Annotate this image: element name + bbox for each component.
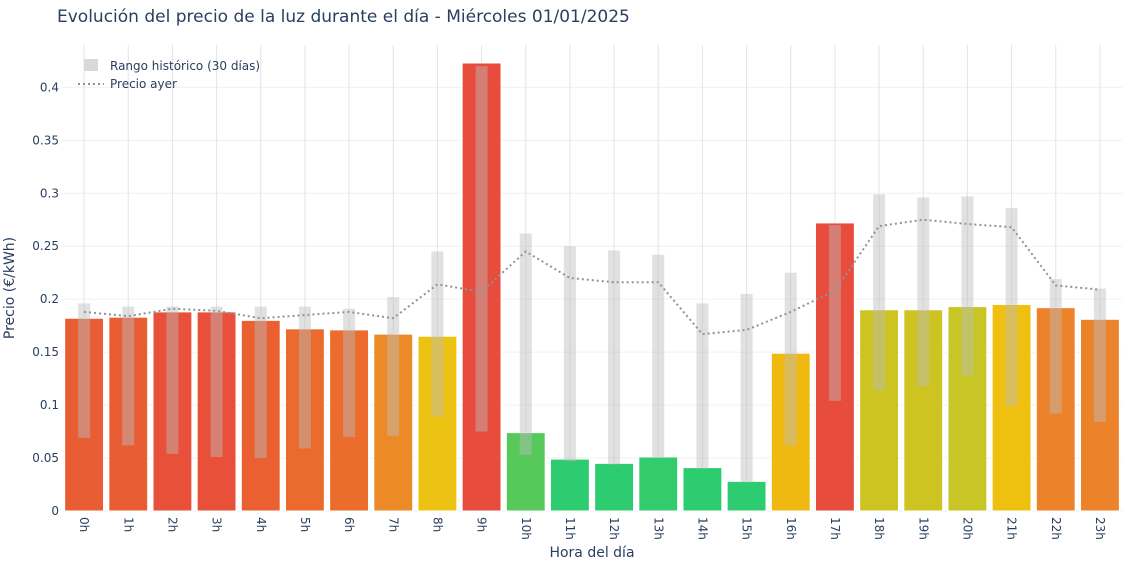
historical-range-bar xyxy=(387,297,400,436)
price-bar xyxy=(505,432,546,512)
x-tick-label: 11h xyxy=(563,517,577,540)
y-tick-label: 0.1 xyxy=(40,398,59,412)
x-tick-label: 22h xyxy=(1049,517,1063,540)
x-tick-label: 16h xyxy=(784,517,798,540)
price-bar xyxy=(594,462,635,512)
historical-range-bar xyxy=(696,303,709,469)
y-tick-label: 0 xyxy=(51,504,59,518)
legend-label-range: Rango histórico (30 días) xyxy=(110,59,260,73)
price-bar xyxy=(549,458,590,512)
x-tick-label: 17h xyxy=(828,517,842,540)
price-bar xyxy=(108,316,149,512)
price-bar xyxy=(152,311,193,512)
x-tick-label: 3h xyxy=(210,517,224,532)
x-tick-label: 12h xyxy=(607,517,621,540)
price-bar xyxy=(903,309,944,512)
historical-range-bar xyxy=(784,272,797,446)
y-tick-label: 0.3 xyxy=(40,186,59,200)
x-tick-label: 13h xyxy=(651,517,665,540)
x-tick-label: 19h xyxy=(916,517,930,540)
historical-range-bar xyxy=(78,303,91,438)
x-tick-label: 9h xyxy=(475,517,489,532)
x-tick-label: 21h xyxy=(1005,517,1019,540)
price-bar xyxy=(284,328,325,512)
historical-range-bar xyxy=(166,306,179,454)
price-bar xyxy=(682,467,723,512)
x-tick-label: 6h xyxy=(342,517,356,532)
x-tick-label: 8h xyxy=(430,517,444,532)
historical-range-bar xyxy=(652,254,665,459)
price-bar xyxy=(638,456,679,512)
price-bar xyxy=(947,306,988,512)
legend-label-line: Precio ayer xyxy=(110,77,177,91)
x-tick-label: 1h xyxy=(121,517,135,532)
historical-range-bar xyxy=(475,66,488,432)
price-bar xyxy=(461,62,502,512)
yesterday-price-line xyxy=(83,218,1101,336)
historical-range-bar xyxy=(740,293,753,483)
price-bar xyxy=(991,303,1032,512)
historical-range-bar xyxy=(1049,279,1062,414)
y-tick-label: 0.2 xyxy=(40,292,59,306)
historical-range-bar xyxy=(343,308,356,437)
y-tick-label: 0.35 xyxy=(32,133,59,147)
price-bar xyxy=(196,311,237,512)
price-bar xyxy=(770,352,811,512)
x-tick-label: 5h xyxy=(298,517,312,532)
chart-title: Evolución del precio de la luz durante e… xyxy=(57,7,630,27)
y-tick-label: 0.4 xyxy=(40,80,59,94)
historical-range-bar xyxy=(298,306,311,449)
x-tick-label: 14h xyxy=(695,517,709,540)
price-bar xyxy=(417,335,458,512)
x-tick-label: 23h xyxy=(1093,517,1107,540)
historical-range-bar xyxy=(519,233,532,455)
x-tick-label: 0h xyxy=(77,517,91,532)
y-tick-label: 0.05 xyxy=(32,451,59,465)
x-tick-label: 7h xyxy=(386,517,400,532)
x-axis-title: Hora del día xyxy=(549,545,634,561)
x-tick-label: 20h xyxy=(960,517,974,540)
price-bar xyxy=(240,319,281,512)
historical-range-bar xyxy=(210,306,223,457)
price-bar xyxy=(1035,307,1076,512)
historical-range-bar xyxy=(431,251,444,417)
price-bar xyxy=(859,309,900,512)
legend-swatch-range xyxy=(84,59,98,71)
price-bar xyxy=(64,317,105,512)
x-tick-label: 10h xyxy=(519,517,533,540)
price-bar xyxy=(373,333,414,512)
historical-range-bar xyxy=(122,306,135,446)
price-bar xyxy=(329,329,370,512)
historical-range-bar xyxy=(873,194,886,391)
historical-range-bar xyxy=(1005,208,1018,407)
y-tick-label: 0.25 xyxy=(32,239,59,253)
historical-range-bar xyxy=(917,197,930,387)
historical-range-bar xyxy=(563,246,576,462)
historical-range-bar xyxy=(1093,288,1106,423)
y-tick-label: 0.15 xyxy=(32,345,59,359)
price-bar xyxy=(726,480,767,512)
y-axis-title: Precio (€/kWh) xyxy=(2,237,18,339)
historical-range-bar xyxy=(608,250,621,465)
price-bar xyxy=(814,222,855,512)
x-tick-label: 15h xyxy=(740,517,754,540)
x-tick-label: 18h xyxy=(872,517,886,540)
historical-range-bar xyxy=(961,196,974,376)
x-tick-label: 2h xyxy=(165,517,179,532)
price-bar xyxy=(1079,318,1120,512)
historical-range-bar xyxy=(828,225,841,401)
historical-range-bar xyxy=(254,306,267,459)
x-tick-label: 4h xyxy=(254,517,268,532)
